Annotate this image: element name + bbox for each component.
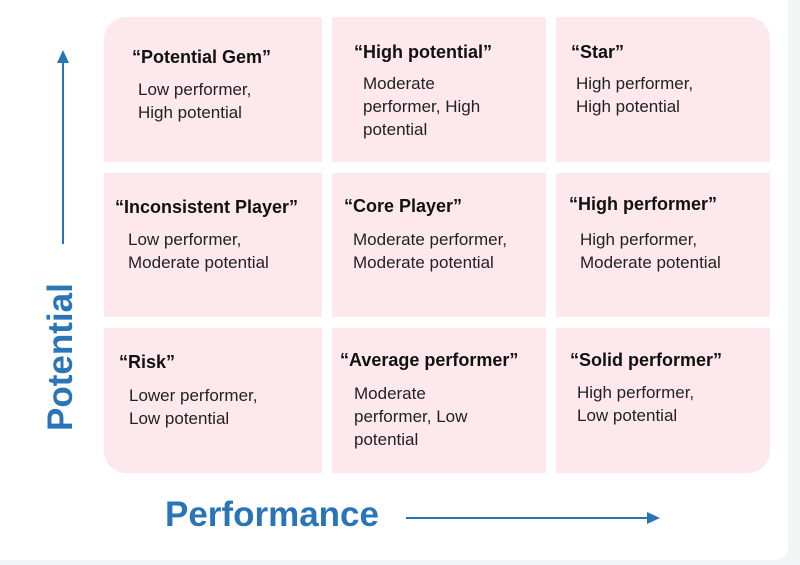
grid-cell-core-player: “Core Player” Moderate performer, Modera… <box>332 173 546 317</box>
grid-cell-inconsistent-player: “Inconsistent Player” Low performer, Mod… <box>104 173 322 317</box>
cell-description-line: Moderate potential <box>128 253 269 272</box>
diagram-card: “Potential Gem” Low performer, High pote… <box>0 0 788 560</box>
grid-cell-risk: “Risk” Lower performer, Low potential <box>104 328 322 473</box>
cell-description: High performer, Low potential <box>577 381 694 427</box>
cell-description-line: Low potential <box>577 406 678 425</box>
cell-description-line: High performer, <box>580 230 698 249</box>
cell-description-line: potential <box>354 430 419 449</box>
cell-title: “Potential Gem” <box>132 47 272 67</box>
cell-description-line: High performer, <box>576 74 694 93</box>
x-axis-label: Performance <box>165 495 379 534</box>
cell-description: Lower performer, Low potential <box>129 384 258 430</box>
grid-cell-high-performer: “High performer” High performer, Moderat… <box>556 173 770 317</box>
cell-description-line: performer, Low <box>354 407 468 426</box>
cell-description-line: Moderate potential <box>580 253 721 272</box>
cell-description-line: Lower performer, <box>129 386 258 405</box>
cell-description: High performer, Moderate potential <box>580 228 721 274</box>
cell-description-line: Low performer, <box>138 80 252 99</box>
cell-title: “Solid performer” <box>570 350 723 370</box>
cell-title: “High performer” <box>569 194 718 214</box>
cell-description-line: High potential <box>576 97 680 116</box>
cell-title: “Average performer” <box>340 350 519 370</box>
cell-description-line: potential <box>363 120 428 139</box>
cell-description-line: Moderate <box>363 74 435 93</box>
cell-description-line: performer, High <box>363 97 481 116</box>
cell-description: Low performer, High potential <box>138 78 251 124</box>
cell-title: “Star” <box>571 42 625 62</box>
cell-description-line: High potential <box>138 103 242 122</box>
cell-description: Moderate performer, High potential <box>363 72 480 141</box>
cell-description: Low performer, Moderate potential <box>128 228 269 274</box>
y-axis-label: Potential <box>41 283 80 431</box>
cell-description-line: High performer, <box>577 383 695 402</box>
cell-description: Moderate performer, Low potential <box>354 382 467 451</box>
cell-description: High performer, High potential <box>576 72 693 118</box>
cell-description-line: Moderate <box>354 384 426 403</box>
cell-description: Moderate performer, Moderate potential <box>353 228 507 274</box>
y-axis-arrow <box>57 50 69 244</box>
cell-description-line: Low potential <box>129 409 230 428</box>
cell-title: “Risk” <box>119 352 176 372</box>
x-axis-arrow <box>406 512 660 524</box>
cell-title: “Core Player” <box>344 196 463 216</box>
grid-cell-star: “Star” High performer, High potential <box>556 17 770 162</box>
grid-cell-solid-performer: “Solid performer” High performer, Low po… <box>556 328 770 473</box>
grid-cell-high-potential: “High potential” Moderate performer, Hig… <box>332 17 546 162</box>
grid-cell-average-performer: “Average performer” Moderate performer, … <box>332 328 546 473</box>
cell-description-line: Moderate performer, <box>353 230 508 249</box>
cell-title: “High potential” <box>354 42 492 62</box>
cell-description-line: Moderate potential <box>353 253 494 272</box>
grid-cell-potential-gem: “Potential Gem” Low performer, High pote… <box>104 17 322 162</box>
cell-description-line: Low performer, <box>128 230 242 249</box>
cell-title: “Inconsistent Player” <box>115 197 299 217</box>
